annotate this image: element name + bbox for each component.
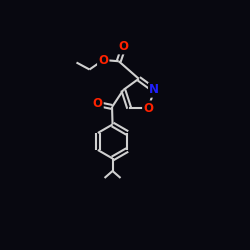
Text: O: O <box>143 102 153 115</box>
Text: N: N <box>149 84 159 96</box>
Text: O: O <box>92 98 102 110</box>
Text: O: O <box>119 40 129 53</box>
Text: O: O <box>98 54 108 66</box>
